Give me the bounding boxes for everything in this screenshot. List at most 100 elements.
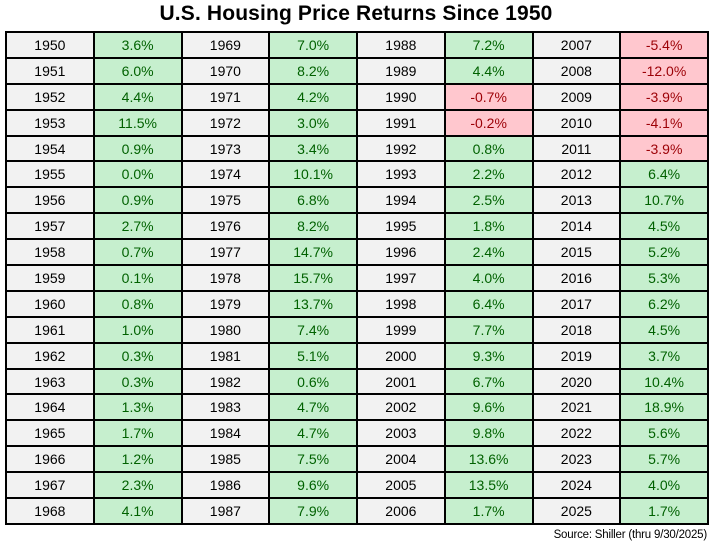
return-cell-2000: 9.3% (445, 343, 532, 368)
return-cell-1997: 4.0% (445, 266, 532, 290)
table-row: 1953 11.5% 1972 3.0% 1991 -0.2% 2010 -4.1% (7, 110, 707, 135)
year-cell-1963: 1963 (7, 369, 93, 394)
return-cell-2013: 10.7% (621, 188, 707, 213)
return-cell-1972: 3.0% (270, 110, 356, 135)
return-cell-1966: 1.2% (94, 447, 181, 472)
year-cell-2001: 2001 (358, 369, 444, 394)
table-row: 1958 0.7% 1977 14.7% 1996 2.4% 2015 5.2% (7, 240, 707, 265)
table-row: 1965 1.7% 1984 4.7% 2003 9.8% 2022 5.6% (7, 421, 707, 446)
year-cell-2019: 2019 (533, 343, 620, 368)
return-cell-2024: 4.0% (621, 473, 707, 498)
return-cell-2012: 6.4% (621, 162, 707, 187)
year-cell-1986: 1986 (182, 473, 269, 498)
year-cell-1954: 1954 (7, 136, 93, 161)
return-cell-1976: 8.2% (270, 214, 356, 239)
return-cell-1992: 0.8% (445, 136, 532, 161)
return-cell-1954: 0.9% (94, 136, 181, 161)
year-cell-2017: 2017 (533, 291, 620, 316)
year-cell-1959: 1959 (7, 266, 93, 290)
year-cell-1968: 1968 (7, 499, 93, 523)
year-cell-2011: 2011 (533, 136, 620, 161)
year-cell-1964: 1964 (7, 395, 93, 420)
table-row: 1952 4.4% 1971 4.2% 1990 -0.7% 2009 -3.9% (7, 84, 707, 109)
year-cell-1990: 1990 (358, 84, 444, 109)
return-cell-2023: 5.7% (621, 447, 707, 472)
year-cell-2000: 2000 (358, 343, 444, 368)
year-cell-1992: 1992 (358, 136, 444, 161)
table-row: 1955 0.0% 1974 10.1% 1993 2.2% 2012 6.4% (7, 162, 707, 187)
return-cell-1971: 4.2% (270, 84, 356, 109)
return-cell-1950: 3.6% (94, 33, 181, 57)
return-cell-2010: -4.1% (621, 110, 707, 135)
return-cell-1981: 5.1% (270, 343, 356, 368)
return-cell-2001: 6.7% (445, 369, 532, 394)
return-cell-1982: 0.6% (270, 369, 356, 394)
return-cell-1991: -0.2% (445, 110, 532, 135)
return-cell-1961: 1.0% (94, 317, 181, 342)
return-cell-1958: 0.7% (94, 240, 181, 265)
return-cell-2015: 5.2% (621, 240, 707, 265)
year-cell-1989: 1989 (358, 58, 444, 83)
return-cell-1994: 2.5% (445, 188, 532, 213)
year-cell-1998: 1998 (358, 291, 444, 316)
return-cell-1955: 0.0% (94, 162, 181, 187)
return-cell-2017: 6.2% (621, 291, 707, 316)
return-cell-1973: 3.4% (270, 136, 356, 161)
year-cell-1970: 1970 (182, 58, 269, 83)
return-cell-1951: 6.0% (94, 58, 181, 83)
year-cell-1951: 1951 (7, 58, 93, 83)
return-cell-1995: 1.8% (445, 214, 532, 239)
return-cell-1963: 0.3% (94, 369, 181, 394)
year-cell-2020: 2020 (533, 369, 620, 394)
year-cell-2009: 2009 (533, 84, 620, 109)
year-cell-1962: 1962 (7, 343, 93, 368)
return-cell-1985: 7.5% (270, 447, 356, 472)
table-row: 1951 6.0% 1970 8.2% 1989 4.4% 2008 -12.0% (7, 58, 707, 83)
return-cell-2002: 9.6% (445, 395, 532, 420)
return-cell-2008: -12.0% (621, 58, 707, 83)
return-cell-1970: 8.2% (270, 58, 356, 83)
year-cell-1956: 1956 (7, 188, 93, 213)
year-cell-1955: 1955 (7, 162, 93, 187)
return-cell-1952: 4.4% (94, 84, 181, 109)
year-cell-1999: 1999 (358, 317, 444, 342)
table-row: 1966 1.2% 1985 7.5% 2004 13.6% 2023 5.7% (7, 447, 707, 472)
year-cell-1976: 1976 (182, 214, 269, 239)
year-cell-1993: 1993 (358, 162, 444, 187)
year-cell-1953: 1953 (7, 110, 93, 135)
return-cell-1987: 7.9% (270, 499, 356, 523)
returns-table: 1950 3.6% 1969 7.0% 1988 7.2% 2007 -5.4% 1951 6.0… (5, 31, 709, 525)
return-cell-1969: 7.0% (270, 33, 356, 57)
year-cell-2015: 2015 (533, 240, 620, 265)
return-cell-1968: 4.1% (94, 499, 181, 523)
year-cell-1965: 1965 (7, 421, 93, 446)
year-cell-2004: 2004 (358, 447, 444, 472)
return-cell-1986: 9.6% (270, 473, 356, 498)
return-cell-1993: 2.2% (445, 162, 532, 187)
return-cell-1975: 6.8% (270, 188, 356, 213)
year-cell-2002: 2002 (358, 395, 444, 420)
return-cell-2003: 9.8% (445, 421, 532, 446)
year-cell-1987: 1987 (182, 499, 269, 523)
source-note: Source: Shiller (thru 9/30/2025) (553, 529, 708, 541)
return-cell-2020: 10.4% (621, 369, 707, 394)
year-cell-1988: 1988 (358, 33, 444, 57)
year-cell-1969: 1969 (182, 33, 269, 57)
return-cell-1980: 7.4% (270, 317, 356, 342)
table-row: 1962 0.3% 1981 5.1% 2000 9.3% 2019 3.7% (7, 343, 707, 368)
return-cell-1988: 7.2% (445, 33, 532, 57)
year-cell-2014: 2014 (533, 214, 620, 239)
year-cell-1972: 1972 (182, 110, 269, 135)
year-cell-1981: 1981 (182, 343, 269, 368)
year-cell-2022: 2022 (533, 421, 620, 446)
year-cell-1978: 1978 (182, 266, 269, 290)
year-cell-1985: 1985 (182, 447, 269, 472)
table-row: 1959 0.1% 1978 15.7% 1997 4.0% 2016 5.3% (7, 266, 707, 290)
return-cell-2004: 13.6% (445, 447, 532, 472)
year-cell-1973: 1973 (182, 136, 269, 161)
table-row: 1960 0.8% 1979 13.7% 1998 6.4% 2017 6.2% (7, 291, 707, 316)
year-cell-1952: 1952 (7, 84, 93, 109)
year-cell-1975: 1975 (182, 188, 269, 213)
year-cell-2007: 2007 (533, 33, 620, 57)
